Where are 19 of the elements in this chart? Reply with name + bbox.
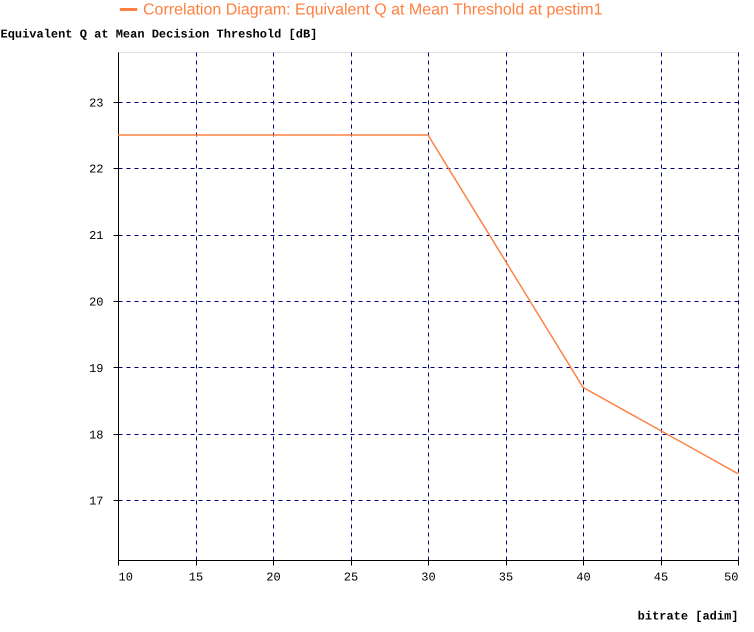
x-tick-label: 10 bbox=[118, 570, 133, 584]
x-tick-label: 20 bbox=[266, 570, 281, 584]
x-tick-label: 35 bbox=[498, 570, 514, 584]
y-tick-label: 23 bbox=[89, 96, 104, 110]
x-tick-label: 15 bbox=[188, 570, 204, 584]
x-tick-label: 50 bbox=[724, 570, 738, 584]
y-tick-label: 17 bbox=[89, 494, 104, 509]
y-tick-label: 19 bbox=[89, 362, 104, 376]
x-tick-label: 40 bbox=[576, 570, 591, 584]
y-tick-label: 22 bbox=[89, 162, 104, 177]
x-axis-title: bitrate [adim] bbox=[638, 610, 738, 624]
x-tick-label: 45 bbox=[654, 570, 668, 584]
x-tick-label: 30 bbox=[421, 570, 436, 584]
y-tick-label: 21 bbox=[89, 229, 104, 244]
y-tick-label: 20 bbox=[89, 296, 104, 310]
x-tick-label: 25 bbox=[344, 570, 358, 584]
legend-label: Correlation Diagram: Equivalent Q at Mean Threshold at pestim1 bbox=[143, 2, 603, 18]
y-tick-label: 18 bbox=[89, 428, 104, 442]
y-axis-title: Equivalent Q at Mean Decision Threshold [dB] bbox=[0, 28, 318, 42]
